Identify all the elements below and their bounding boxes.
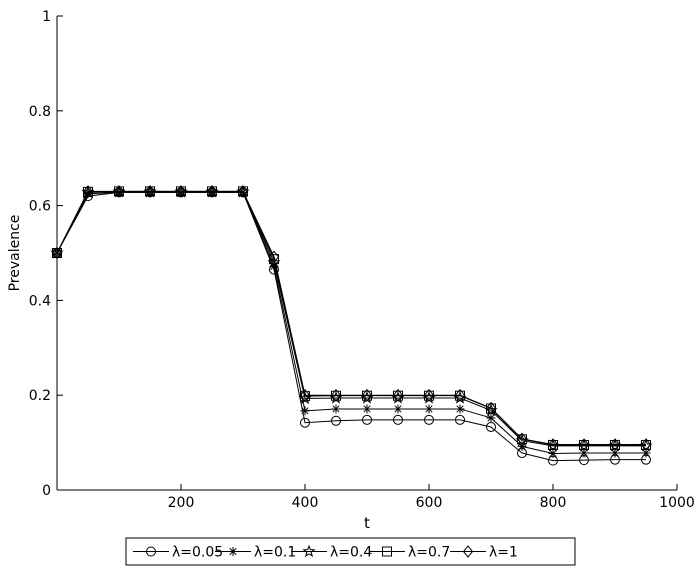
plot-series	[50, 184, 653, 466]
data-point	[392, 388, 404, 402]
data-point	[300, 406, 310, 416]
data-point	[486, 421, 496, 432]
data-point	[393, 414, 403, 425]
data-point	[516, 432, 528, 446]
data-point	[300, 417, 310, 428]
data-point	[423, 388, 435, 402]
legend-item: λ=0.4	[291, 545, 372, 561]
series-circle	[52, 187, 651, 466]
legend-item: λ=1	[450, 545, 518, 561]
x-tick-label: 200	[168, 495, 195, 511]
data-point	[330, 388, 342, 402]
y-tick-label: 0.2	[29, 388, 51, 404]
legend-marker	[382, 546, 392, 557]
data-point	[361, 388, 373, 402]
data-point	[206, 185, 218, 198]
data-point	[331, 415, 341, 426]
legend-item: λ=0.7	[369, 545, 450, 561]
legend-marker	[302, 544, 316, 558]
series-line	[56, 190, 646, 445]
data-point	[113, 185, 125, 198]
data-point	[51, 246, 63, 260]
data-point	[175, 185, 187, 198]
data-point	[455, 414, 465, 425]
data-point	[641, 448, 651, 458]
data-point	[640, 438, 652, 451]
legend-marker	[146, 546, 156, 557]
data-point	[82, 185, 94, 198]
data-point	[50, 246, 64, 259]
data-point	[237, 185, 249, 198]
series-star	[50, 184, 653, 452]
legend-item: λ=0.1	[215, 545, 296, 561]
data-point	[579, 448, 589, 458]
legend-label: λ=0.1	[254, 545, 296, 561]
x-tick-label: 1000	[659, 495, 695, 511]
data-point	[83, 189, 93, 199]
data-point	[486, 413, 496, 423]
legend-label: λ=0.05	[172, 545, 223, 561]
data-point	[424, 414, 434, 425]
data-point	[299, 388, 311, 402]
series-asterisk	[52, 187, 651, 459]
data-point	[269, 254, 279, 265]
data-point	[144, 185, 156, 198]
legend-box	[125, 537, 576, 566]
legend-marker	[228, 547, 238, 556]
data-point	[424, 404, 434, 414]
data-point	[578, 438, 590, 451]
series-line	[56, 191, 646, 462]
data-point	[517, 441, 527, 451]
data-point	[609, 438, 621, 451]
data-point	[548, 449, 558, 459]
data-point	[485, 401, 497, 415]
data-point	[267, 255, 281, 269]
legend-label: λ=1	[489, 545, 518, 561]
x-tick-label: 400	[292, 495, 319, 511]
series-line	[56, 191, 646, 447]
data-point	[362, 414, 372, 425]
legend-label: λ=0.7	[408, 545, 450, 561]
y-tick-label: 1	[42, 9, 51, 25]
y-tick-label: 0	[42, 483, 51, 499]
series-line	[56, 191, 646, 455]
y-tick-label: 0.4	[29, 293, 51, 309]
y-axis-label: Prevalence	[7, 215, 23, 292]
x-axis-label: t	[364, 514, 370, 532]
legend-label: λ=0.4	[330, 545, 372, 561]
data-point	[455, 404, 465, 414]
y-tick-label: 0.8	[29, 104, 51, 120]
series-square	[52, 186, 651, 450]
x-tick-label: 600	[416, 495, 443, 511]
legend: λ=0.05 λ=0.1 λ=0.4 λ=0.7 λ=1	[125, 537, 576, 566]
data-point	[331, 404, 341, 414]
data-point	[547, 438, 559, 451]
data-point	[268, 250, 280, 264]
data-point	[610, 448, 620, 458]
legend-item: λ=0.05	[133, 545, 223, 561]
data-point	[362, 404, 372, 414]
x-tick-label: 800	[540, 495, 567, 511]
data-point	[269, 261, 279, 271]
series-diamond	[51, 185, 652, 451]
data-point	[454, 388, 466, 402]
y-tick-label: 0.6	[29, 199, 51, 215]
data-point	[393, 404, 403, 414]
legend-marker	[462, 545, 474, 558]
axes: 200 400 600 800 1000 0 0.2 0.4 0.6 0.8 1	[29, 9, 695, 511]
series-line	[56, 190, 646, 446]
